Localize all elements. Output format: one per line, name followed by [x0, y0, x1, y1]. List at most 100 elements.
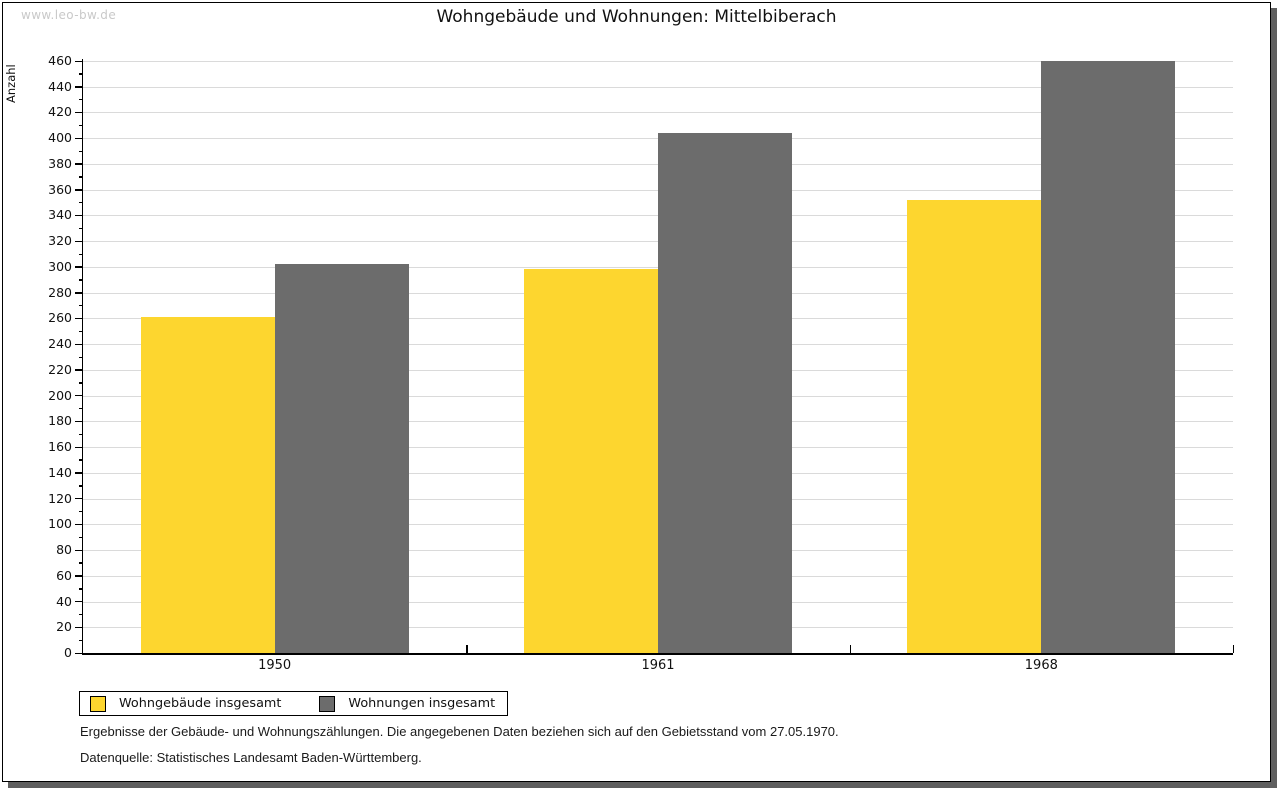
y-axis-title: Anzahl — [4, 64, 18, 103]
y-tick-label-80: 80 — [56, 542, 72, 558]
y-major-tick-160 — [75, 446, 82, 448]
y-tick-label-180: 180 — [48, 413, 72, 429]
y-minor-tick-70 — [78, 562, 82, 564]
x-tick-label-1961: 1961 — [641, 658, 675, 673]
y-minor-tick-290 — [78, 279, 82, 281]
y-major-tick-20 — [75, 626, 82, 629]
legend-item-wohngebaeude: Wohngebäude insgesamt — [90, 695, 282, 712]
y-tick-label-460: 460 — [48, 53, 72, 68]
y-minor-tick-130 — [78, 485, 82, 487]
y-major-tick-320 — [75, 240, 82, 243]
y-major-tick-340 — [75, 214, 82, 217]
y-major-tick-220 — [75, 369, 82, 371]
y-major-tick-300 — [75, 266, 82, 268]
y-major-tick-280 — [75, 292, 82, 294]
y-minor-tick-410 — [78, 124, 82, 127]
y-minor-tick-210 — [78, 382, 82, 384]
y-major-tick-80 — [75, 549, 82, 551]
chart-title: Wohngebäude und Wohnungen: Mittelbiberac… — [436, 7, 837, 27]
y-minor-tick-350 — [78, 202, 82, 204]
y-major-tick-60 — [75, 575, 82, 577]
y-tick-label-160: 160 — [48, 439, 72, 455]
y-tick-label-300: 300 — [48, 258, 72, 274]
bar-1968-wohngebaeude — [907, 199, 1042, 653]
y-minor-tick-370 — [78, 176, 82, 178]
y-tick-label-340: 340 — [48, 207, 72, 223]
gridline-440 — [83, 86, 1233, 88]
y-minor-tick-310 — [78, 253, 82, 255]
y-tick-label-100: 100 — [48, 516, 72, 532]
y-major-tick-460 — [75, 60, 82, 62]
y-tick-label-360: 360 — [48, 181, 72, 197]
y-minor-tick-90 — [78, 536, 82, 539]
y-minor-tick-50 — [78, 588, 82, 590]
y-major-tick-440 — [75, 86, 82, 88]
y-minor-tick-430 — [78, 99, 82, 101]
x-axis-tick-1 — [466, 645, 468, 653]
y-minor-tick-170 — [78, 433, 82, 436]
y-major-tick-260 — [75, 317, 82, 320]
legend-label: Wohnungen insgesamt — [348, 696, 496, 711]
y-major-tick-380 — [75, 163, 82, 165]
legend-item-wohnungen: Wohnungen insgesamt — [319, 695, 496, 712]
footnote-line-2: Datenquelle: Statistisches Landesamt Bad… — [80, 750, 422, 765]
y-major-tick-400 — [75, 137, 82, 140]
y-tick-label-200: 200 — [48, 387, 72, 403]
y-major-tick-420 — [75, 111, 82, 114]
y-major-tick-120 — [75, 498, 82, 500]
bar-1950-wohnungen — [274, 264, 409, 653]
y-tick-label-420: 420 — [48, 104, 72, 120]
y-minor-tick-450 — [78, 73, 82, 75]
y-minor-tick-10 — [78, 639, 82, 642]
legend-swatch-yellow — [90, 695, 106, 712]
x-axis-tick-3 — [1233, 645, 1235, 653]
chart-frame: www.leo-bw.de Wohngebäude und Wohnungen:… — [2, 2, 1271, 782]
y-minor-tick-190 — [78, 407, 82, 410]
y-major-tick-140 — [75, 472, 82, 474]
watermark: www.leo-bw.de — [21, 8, 117, 22]
x-tick-label-1968: 1968 — [1024, 658, 1058, 673]
bar-1950-wohngebaeude — [140, 317, 275, 653]
bar-1961-wohngebaeude — [524, 269, 658, 653]
y-major-tick-40 — [75, 601, 82, 603]
y-major-tick-360 — [75, 189, 82, 191]
x-axis-tick-2 — [849, 645, 852, 653]
y-tick-label-20: 20 — [56, 619, 72, 635]
y-minor-tick-330 — [78, 227, 82, 230]
y-tick-label-220: 220 — [48, 361, 72, 377]
y-major-tick-0 — [75, 652, 82, 654]
y-minor-tick-230 — [78, 356, 82, 358]
x-tick-label-1950: 1950 — [258, 658, 292, 673]
y-major-tick-240 — [75, 343, 82, 346]
y-tick-label-60: 60 — [56, 567, 72, 583]
y-tick-label-400: 400 — [48, 130, 72, 146]
legend-swatch-gray — [319, 695, 336, 712]
gridline-460 — [83, 61, 1233, 62]
y-major-tick-180 — [75, 420, 82, 423]
y-minor-tick-30 — [78, 613, 82, 616]
y-tick-label-40: 40 — [56, 593, 72, 609]
y-tick-label-440: 440 — [48, 78, 72, 94]
y-tick-label-240: 240 — [48, 336, 72, 352]
bar-1961-wohnungen — [658, 133, 792, 653]
y-tick-label-260: 260 — [48, 310, 72, 326]
legend-box: Wohngebäude insgesamt Wohnungen insgesam… — [79, 691, 509, 716]
legend-label: Wohngebäude insgesamt — [119, 696, 282, 711]
y-tick-label-120: 120 — [48, 490, 72, 506]
y-axis-line — [81, 59, 84, 655]
y-minor-tick-250 — [78, 330, 82, 333]
y-minor-tick-150 — [78, 459, 82, 461]
y-tick-label-0: 0 — [64, 645, 72, 660]
footnote-line-1: Ergebnisse der Gebäude- und Wohnungszähl… — [80, 724, 839, 739]
y-minor-tick-270 — [78, 305, 82, 307]
gridline-420 — [83, 112, 1233, 114]
y-tick-label-280: 280 — [48, 284, 72, 300]
y-tick-label-380: 380 — [48, 155, 72, 171]
y-minor-tick-110 — [78, 510, 82, 513]
y-minor-tick-390 — [78, 150, 82, 152]
y-tick-label-320: 320 — [48, 233, 72, 249]
y-major-tick-200 — [75, 395, 82, 397]
y-tick-label-140: 140 — [48, 464, 72, 480]
y-major-tick-100 — [75, 523, 82, 526]
